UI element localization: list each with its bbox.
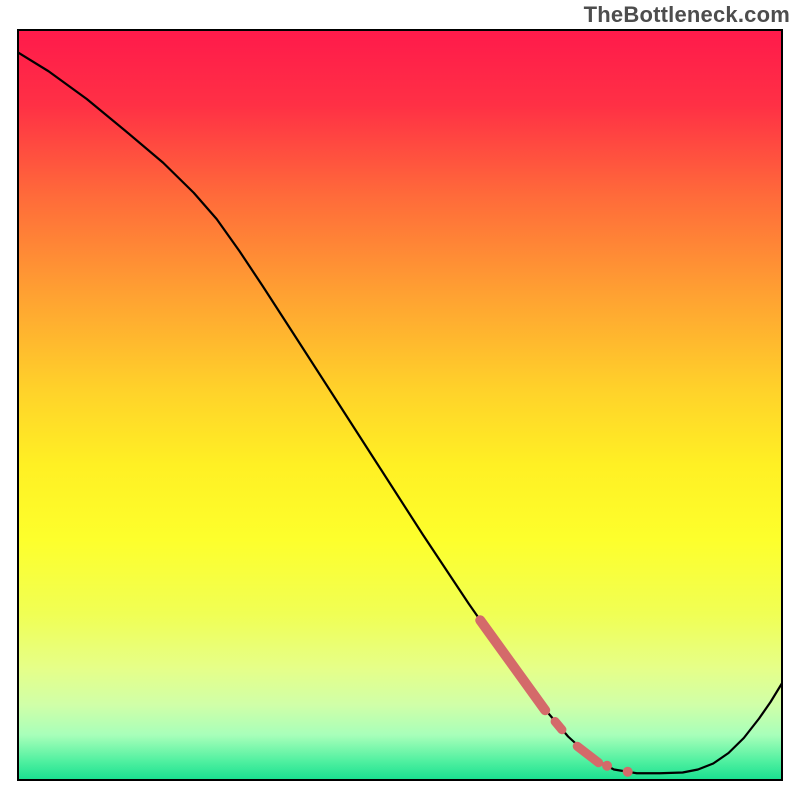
chart-background <box>18 30 782 780</box>
highlight-dot <box>602 761 612 771</box>
highlight-segment <box>555 722 562 730</box>
watermark-text: TheBottleneck.com <box>584 2 790 28</box>
chart-svg <box>0 0 800 800</box>
highlight-dot <box>623 767 633 777</box>
chart-container: TheBottleneck.com <box>0 0 800 800</box>
